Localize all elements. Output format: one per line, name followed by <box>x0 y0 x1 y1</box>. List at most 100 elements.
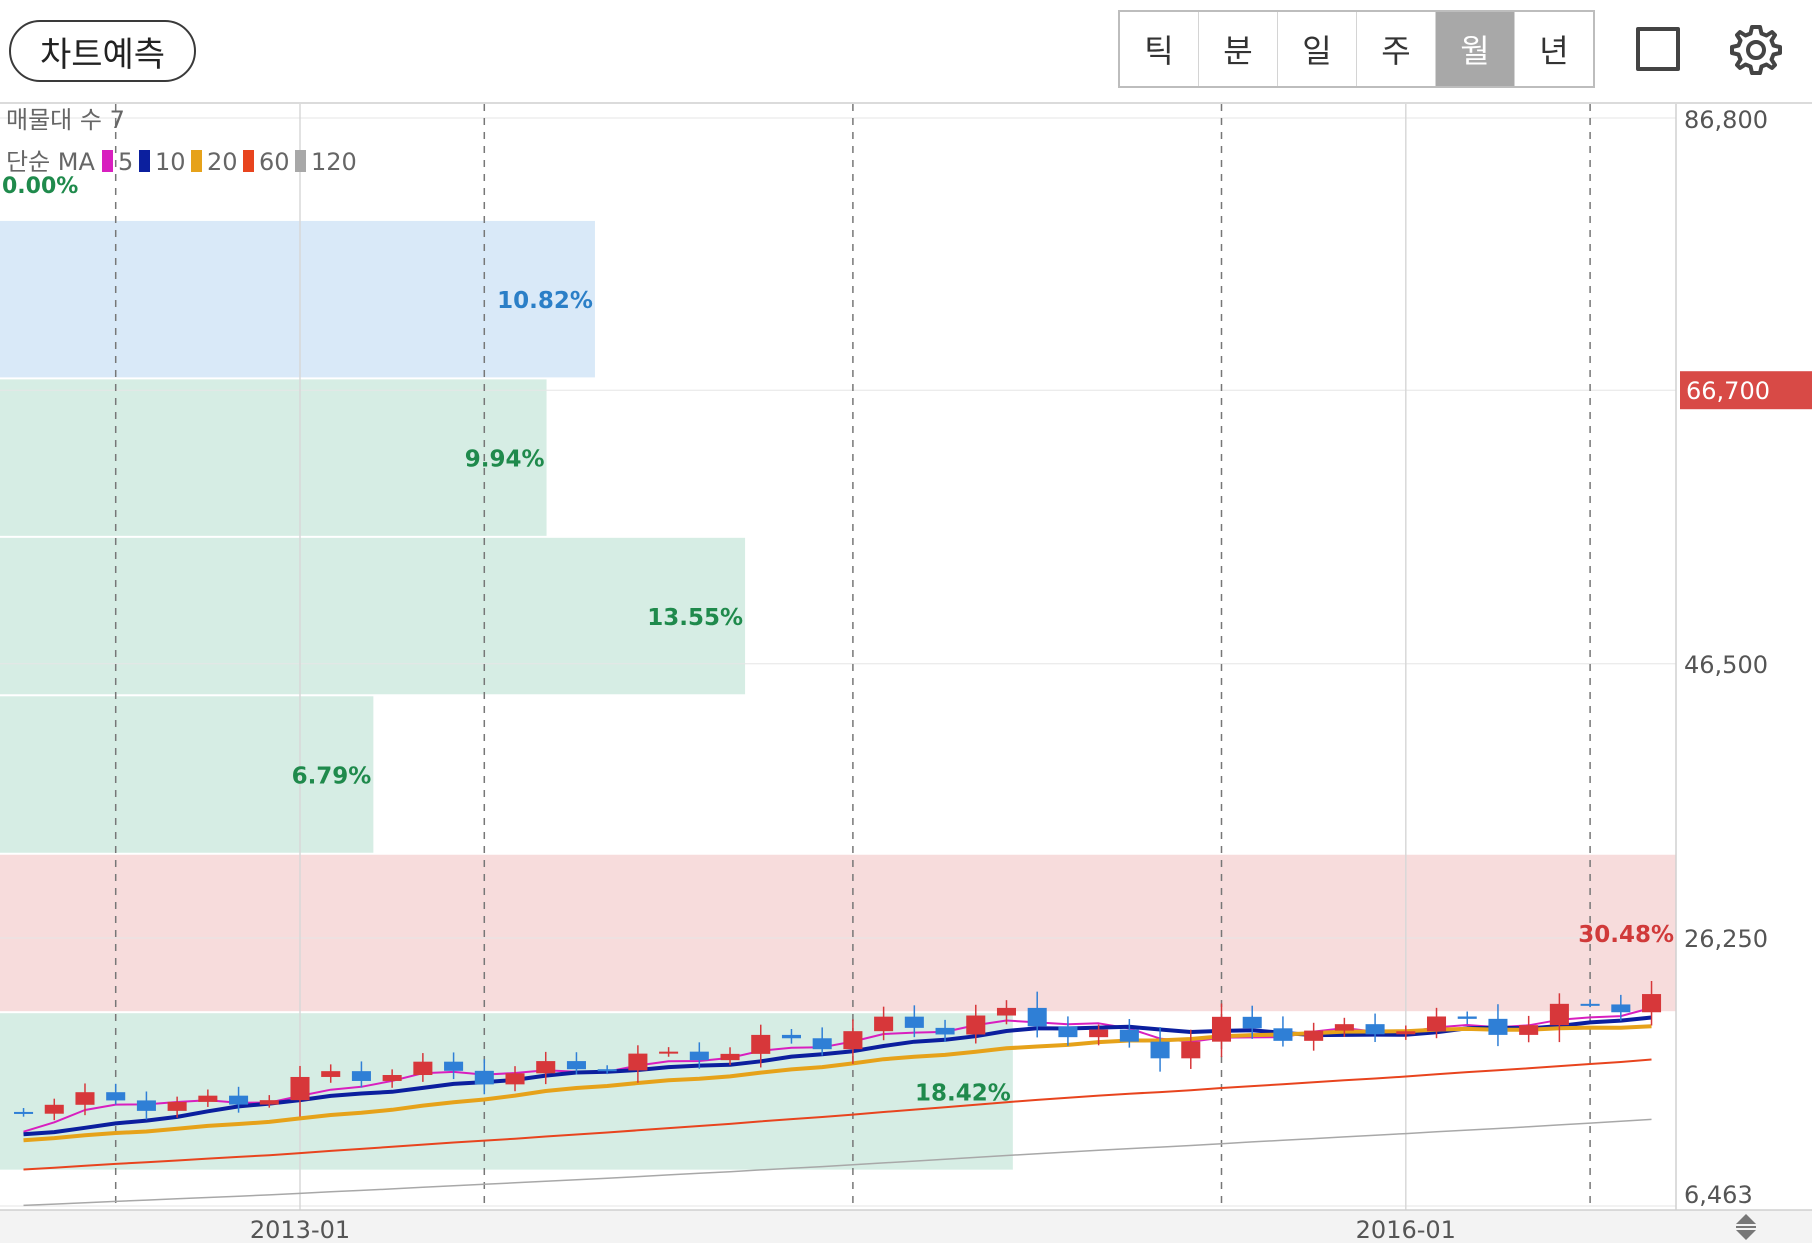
volume-band-label-4: 30.48% <box>1578 922 1674 948</box>
square-icon[interactable] <box>1636 27 1680 71</box>
candle-body <box>382 1075 402 1081</box>
candle-body <box>1549 1003 1569 1026</box>
candle-body <box>812 1038 832 1050</box>
candle-body <box>1150 1041 1170 1059</box>
volume-band-label-3: 6.79% <box>292 764 372 790</box>
candle-body <box>1058 1026 1078 1038</box>
candle-body <box>1642 994 1662 1013</box>
legend-swatch-5 <box>102 150 113 172</box>
candle-body <box>1457 1016 1477 1019</box>
volume-band-2 <box>0 537 746 695</box>
candle-body <box>1242 1016 1262 1029</box>
volume-band-3 <box>0 696 374 853</box>
candle-body <box>996 1007 1017 1016</box>
gear-icon[interactable] <box>1728 22 1784 78</box>
candle-body <box>536 1061 556 1074</box>
candle-body <box>628 1053 648 1071</box>
candle-body <box>290 1076 310 1101</box>
ma-line-10 <box>23 1015 1652 1137</box>
volume-profile-labels: 10.82% 9.94% 13.55% 6.79% 30.48% 18.42% <box>292 288 1674 1106</box>
candle-body <box>689 1051 709 1061</box>
candle-body <box>413 1061 433 1076</box>
candle-body <box>966 1015 986 1035</box>
period-tab-1[interactable]: 분 <box>1199 12 1278 86</box>
volume-band-label-0: 10.82% <box>497 288 593 314</box>
candle-body <box>1027 1007 1047 1027</box>
current-price-label: 66,700 <box>1686 377 1770 405</box>
chart-predict-button[interactable]: 차트예측 <box>9 20 196 82</box>
legend-label-10: 10 <box>155 148 186 176</box>
candle-body <box>351 1071 371 1081</box>
candle-body <box>1334 1024 1354 1031</box>
ma-prefix: 단순 MA <box>6 148 95 176</box>
current-price-tag <box>1680 371 1812 410</box>
candle-body <box>1089 1029 1109 1038</box>
scroll-handle-icon[interactable] <box>1732 1212 1760 1242</box>
candle-body <box>659 1051 679 1054</box>
y-tick-label: 86,800 <box>1684 106 1768 134</box>
candle-body <box>259 1100 279 1105</box>
volume-band-4 <box>0 854 1676 1012</box>
candle-body <box>198 1095 218 1102</box>
volume-band-label-5: 18.42% <box>915 1080 1011 1106</box>
candle-body <box>1181 1041 1201 1059</box>
candle-body <box>597 1069 617 1072</box>
ma-line-60 <box>23 1058 1652 1171</box>
candle-body <box>1365 1024 1385 1035</box>
volume-band-label-1: 9.94% <box>465 447 545 473</box>
candle-body <box>505 1073 525 1085</box>
candle-body <box>229 1095 249 1105</box>
legend-swatch-60 <box>243 150 254 172</box>
candle-body <box>167 1101 187 1111</box>
candles <box>14 981 1662 1121</box>
candle-body <box>1119 1029 1139 1042</box>
info-line: 매물대 수 7 <box>6 106 125 134</box>
candle-body <box>321 1071 341 1077</box>
candle-body <box>904 1016 924 1028</box>
candle-body <box>1580 1003 1600 1006</box>
volume-band-1 <box>0 379 547 536</box>
candle-body <box>75 1092 95 1105</box>
candle-body <box>781 1034 801 1039</box>
legend: 매물대 수 7 단순 MA 0.00% 5 10 20 60 120 <box>2 106 357 199</box>
volume-profile <box>0 220 1676 1170</box>
legend-swatch-120 <box>295 150 306 172</box>
grid <box>0 102 1812 1210</box>
candle-body <box>566 1061 586 1070</box>
candle-body <box>106 1092 126 1101</box>
candle-body <box>1304 1030 1324 1041</box>
period-tab-4[interactable]: 월 <box>1436 12 1515 86</box>
candle-body <box>1273 1028 1293 1041</box>
candle-body <box>14 1111 34 1114</box>
candle-body <box>1396 1031 1416 1035</box>
candle-body <box>1519 1025 1539 1035</box>
candle-body <box>136 1100 156 1111</box>
period-tab-0[interactable]: 틱 <box>1120 12 1199 86</box>
candle-body <box>751 1034 771 1054</box>
ma-line-120 <box>23 1118 1652 1207</box>
legend-label-120: 120 <box>311 148 357 176</box>
period-tab-5[interactable]: 년 <box>1515 12 1593 86</box>
period-tab-3[interactable]: 주 <box>1357 12 1436 86</box>
candle-body <box>720 1053 740 1061</box>
y-tick-label: 6,463 <box>1684 1181 1753 1209</box>
candle-body <box>474 1070 494 1085</box>
y-tick-label: 26,250 <box>1684 925 1768 953</box>
legend-label-60: 60 <box>259 148 290 176</box>
legend-swatch-10 <box>139 150 150 172</box>
candle-body <box>1426 1016 1447 1032</box>
x-tick-label: 2013-01 <box>250 1216 350 1243</box>
top-percent: 0.00% <box>2 174 78 199</box>
candle-body <box>1611 1004 1631 1013</box>
volume-band-0 <box>0 220 595 378</box>
candle-body <box>1211 1016 1232 1042</box>
candle-body <box>874 1016 894 1032</box>
candle-body <box>843 1031 863 1050</box>
legend-label-5: 5 <box>118 148 133 176</box>
period-tab-2[interactable]: 일 <box>1278 12 1357 86</box>
